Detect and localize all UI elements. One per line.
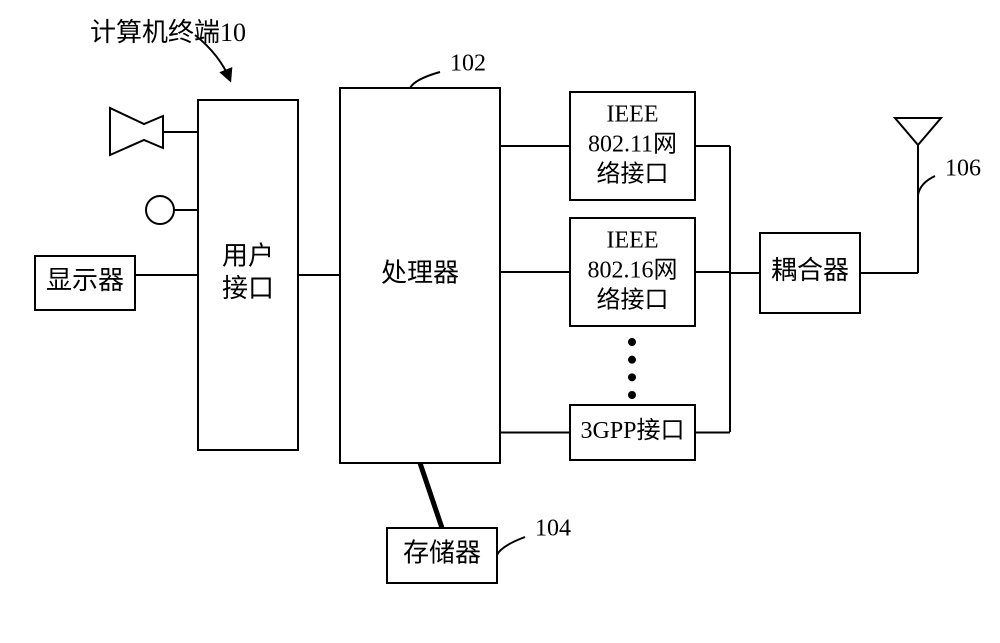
block-if80216-label-0: IEEE: [607, 228, 659, 254]
ref-leader-r102: [410, 72, 440, 88]
block-coupler-label-0: 耦合器: [771, 256, 849, 285]
vdots-dot-3: [628, 391, 636, 399]
antenna-icon: [895, 118, 941, 145]
ref-label-r102: 102: [450, 51, 486, 77]
block-if3gpp-label-0: 3GPP接口: [580, 417, 684, 444]
block-user_if-label-1: 接口: [222, 274, 274, 303]
block-memory-label-0: 存储器: [403, 538, 481, 567]
mic-icon: [146, 196, 174, 224]
block-if80211-label-1: 802.11网: [588, 132, 677, 158]
vdots-dot-2: [628, 373, 636, 381]
block-if80211-label-0: IEEE: [607, 102, 659, 128]
vdots-dot-0: [628, 338, 636, 346]
vdots-dot-1: [628, 356, 636, 364]
edge-processor-memory: [420, 463, 442, 528]
block-user_if-label-0: 用户: [222, 242, 274, 271]
block-processor-label-0: 处理器: [381, 258, 459, 287]
block-display-label-0: 显示器: [46, 266, 124, 295]
diagram-title: 计算机终端10: [90, 18, 246, 47]
ref-label-r106: 106: [945, 156, 981, 182]
ref-leader-r104: [497, 537, 525, 555]
speaker-icon: [110, 108, 163, 155]
ref-leader-r106: [918, 176, 935, 195]
ref-label-r104: 104: [535, 516, 571, 542]
block-if80216-label-2: 络接口: [597, 287, 669, 314]
block-if80211-label-2: 络接口: [597, 161, 669, 188]
block-if80216-label-1: 802.16网: [588, 258, 678, 284]
block-diagram: 计算机终端10 显示器 用户接口 处理器 IEEE 802.11网络接口 IEEE 802.1…: [0, 0, 1000, 643]
